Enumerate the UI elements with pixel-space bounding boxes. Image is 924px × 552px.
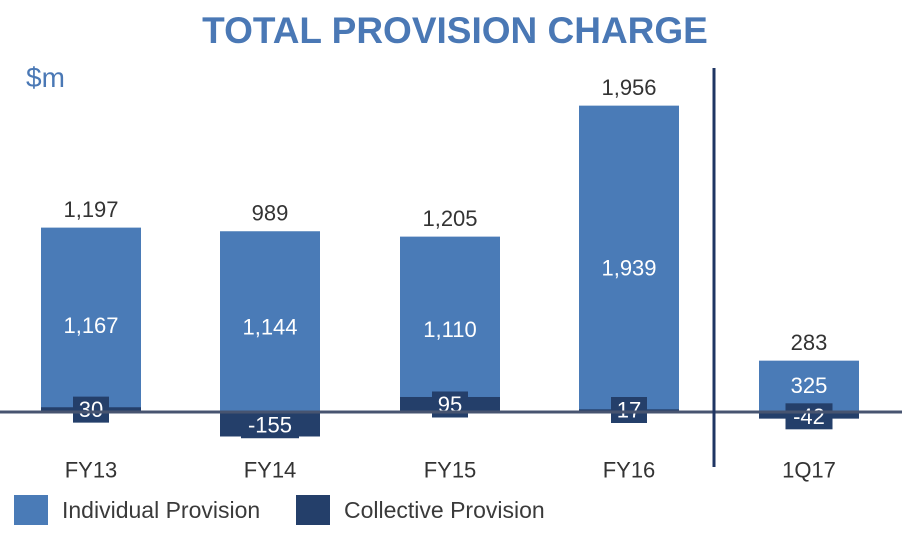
label-collective-FY13: 30 — [79, 397, 103, 422]
bar-individual-FY13 — [41, 227, 141, 412]
label-individual-FY15: 1,110 — [423, 317, 476, 342]
label-total-FY16: 1,956 — [601, 75, 656, 100]
x-tick-label-FY16: FY16 — [603, 458, 656, 483]
bar-individual-FY16 — [579, 105, 679, 412]
x-tick-label-FY14: FY14 — [244, 458, 297, 483]
label-individual-FY16: 1,939 — [601, 256, 656, 281]
chart-title: TOTAL PROVISION CHARGE — [202, 10, 708, 51]
legend-item-collective: Collective Provision — [296, 492, 545, 528]
x-tick-label-FY13: FY13 — [65, 458, 118, 483]
label-collective-1Q17: -42 — [793, 404, 825, 429]
label-individual-FY14: 1,144 — [242, 315, 297, 340]
bar-individual-FY14 — [220, 231, 320, 412]
legend-label-collective: Collective Provision — [344, 496, 545, 523]
label-box-collective-FY16 — [611, 397, 647, 423]
unit-label: $m — [26, 62, 65, 93]
label-box-collective-FY13 — [73, 396, 109, 423]
label-collective-FY16: 17 — [617, 398, 641, 423]
label-total-FY15: 1,205 — [422, 206, 477, 231]
label-total-1Q17: 283 — [791, 330, 828, 355]
label-individual-FY13: 1,167 — [63, 313, 118, 338]
x-tick-label-1Q17: 1Q17 — [782, 458, 836, 483]
bar-individual-FY15 — [400, 236, 500, 412]
legend-swatch-individual — [14, 495, 48, 525]
label-total-FY13: 1,197 — [63, 197, 118, 222]
label-collective-FY14: -155 — [248, 413, 292, 438]
legend-item-individual: Individual Provision — [14, 492, 260, 528]
label-box-collective-FY14 — [241, 412, 299, 439]
legend-label-individual: Individual Provision — [62, 496, 261, 523]
legend-swatch-collective — [296, 495, 330, 525]
x-tick-label-FY15: FY15 — [424, 458, 477, 483]
label-total-FY14: 989 — [252, 201, 289, 226]
label-individual-1Q17: 325 — [791, 373, 828, 398]
label-box-collective-1Q17 — [785, 403, 833, 430]
